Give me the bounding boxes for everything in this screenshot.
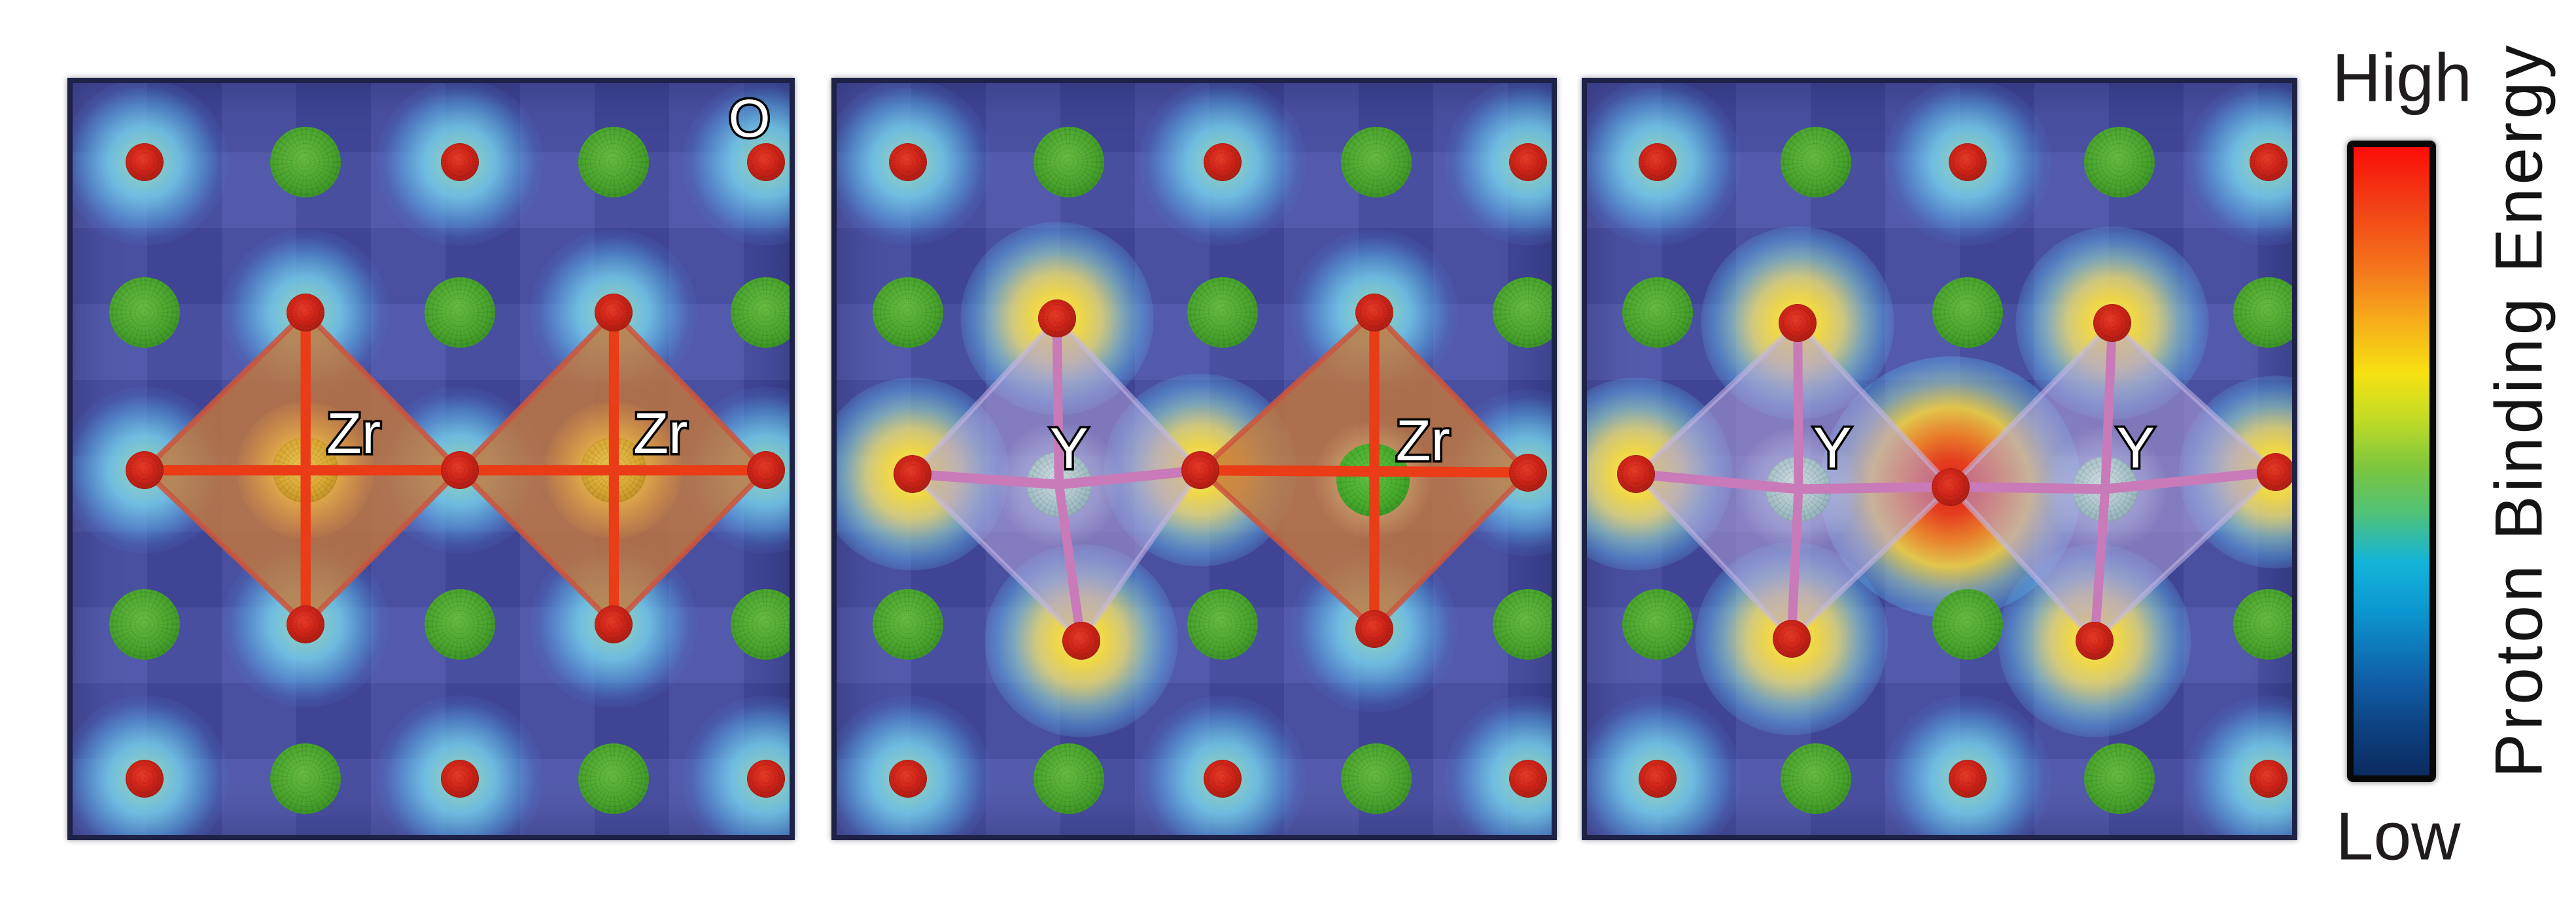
octahedron-element-label: Y [1811,415,1854,480]
oxygen-atom [746,451,785,490]
oxygen-atom [595,293,633,331]
oxygen-atom [746,143,785,181]
barium-atom [109,277,180,348]
oxygen-atom [1508,453,1547,492]
barium-atom [1622,589,1693,660]
oxygen-atom [287,605,325,643]
y-o-bond [1786,484,1803,644]
y-o-bond [907,469,1064,490]
barium-atom [1492,277,1552,348]
barium-atom [1781,743,1852,814]
oxygen-atom [1204,143,1242,181]
barium-atom [873,277,944,348]
oxygen-atom [1355,293,1393,331]
colorbar [2347,141,2436,782]
octahedron-element-label: Y [2114,415,2157,480]
barium-atom [1034,126,1105,197]
barium-atom [873,589,944,660]
zr-o-bond [1195,465,1533,478]
panel-y-zr-heatmap: Y Zr [831,78,1557,840]
barium-atom [424,589,495,660]
octahedron-element-label: Y [1047,415,1090,481]
barium-atom [578,126,650,197]
oxygen-atom [440,451,479,490]
oxygen-atom [440,759,479,798]
oxygen-atom [1779,303,1817,342]
colorbar-low-label: Low [2335,798,2461,875]
barium-atom [1341,743,1412,814]
barium-atom [1781,126,1852,197]
oxygen-atom [2257,452,2292,491]
oxygen-atom [746,759,785,798]
oxygen-atom [1638,143,1677,181]
barium-atom [424,277,495,348]
barium-atom [1034,743,1105,814]
oxygen-atom [1204,759,1242,798]
oxygen-atom [1949,759,1987,798]
oxygen-atom [889,143,928,181]
oxygen-atom [125,143,164,181]
barium-atom [270,126,341,197]
octahedron-element-label: Zr [324,400,383,466]
barium-atom [1622,277,1693,348]
oxygen-atom [1949,143,1987,181]
oxygen-corner-label: O [726,89,773,149]
oxygen-atom [1355,609,1393,648]
barium-atom [1492,589,1552,660]
barium-atom [270,743,341,814]
oxygen-atom [1508,759,1547,798]
barium-atom [1932,277,2004,348]
barium-atom [2083,743,2155,814]
octahedron-element-label: Zr [631,400,690,466]
oxygen-atom [2093,303,2132,342]
barium-atom [109,589,180,660]
colorbar-high-label: High [2332,40,2472,116]
y-o-bond [1054,479,1086,646]
oxygen-atom [1062,622,1100,660]
panel-zr-zr-heatmap: Zr Zr O [67,78,795,840]
barium-atom [2233,277,2292,348]
oxygen-atom [125,451,164,490]
y-o-bond [2090,484,2110,646]
y-o-bond [1631,469,1803,494]
oxygen-atom [1638,759,1677,798]
barium-atom [578,743,650,814]
barium-atom [2083,126,2155,197]
barium-atom [730,589,790,660]
barium-atom [730,277,790,348]
oxygen-atom [1037,299,1076,337]
oxygen-atom [1617,455,1656,493]
oxygen-atom [1772,619,1811,658]
oxygen-atom [2076,622,2114,660]
oxygen-atom [595,605,633,643]
barium-atom [1187,277,1259,348]
oxygen-atom [440,143,479,181]
barium-atom [1341,126,1412,197]
colorbar-axis-label: Proton Binding Energy [2481,42,2556,778]
y-o-bond [1946,482,2110,494]
oxygen-atom [1181,451,1220,490]
barium-atom [1187,589,1259,660]
barium-atom [1932,589,2004,660]
oxygen-atom [889,759,928,798]
oxygen-atom [2250,759,2288,798]
barium-atom [2233,589,2292,660]
oxygen-atom [287,293,325,331]
oxygen-atom [2250,143,2288,181]
oxygen-atom [125,759,164,798]
y-o-bond [2100,318,2117,494]
oxygen-atom [1508,143,1547,181]
oxygen-atom [893,455,931,493]
bonds-layer [1631,318,2281,646]
octahedron-element-label: Zr [1393,408,1452,473]
oxygen-atom [1932,467,1970,506]
y-o-bond [1794,482,1956,494]
